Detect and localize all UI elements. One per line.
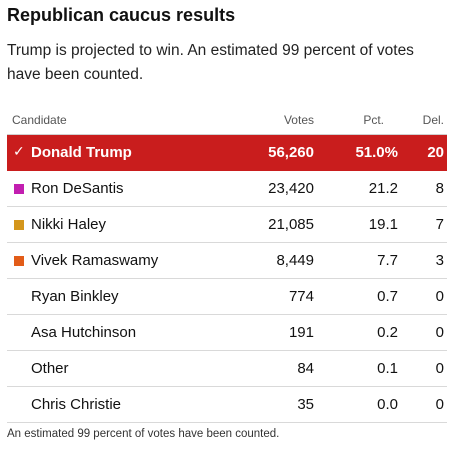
- candidate-pct: 21.2: [368, 180, 398, 197]
- table-row: Nikki Haley 21,085 19.1 7: [7, 207, 447, 243]
- candidate-name: Donald Trump: [31, 144, 132, 161]
- candidate-name: Nikki Haley: [31, 216, 107, 233]
- candidate-name: Asa Hutchinson: [31, 324, 137, 341]
- footnote: An estimated 99 percent of votes have be…: [7, 428, 280, 440]
- header-del: Del.: [422, 113, 444, 127]
- table-row: Asa Hutchinson 191 0.2 0: [7, 315, 447, 351]
- results-title: Republican caucus results: [7, 5, 236, 25]
- candidate-color-swatch: [14, 184, 24, 194]
- header-candidate: Candidate: [12, 113, 67, 127]
- candidate-pct: 0.2: [377, 324, 398, 341]
- candidate-delegates: 7: [435, 216, 444, 233]
- candidate-name: Ryan Binkley: [31, 288, 119, 305]
- candidate-name: Chris Christie: [31, 396, 122, 413]
- table-row: Ryan Binkley 774 0.7 0: [7, 279, 447, 315]
- candidate-pct: 0.0: [377, 396, 398, 413]
- candidate-name: Ron DeSantis: [31, 180, 124, 197]
- candidate-delegates: 20: [427, 144, 444, 161]
- table-row-winner: ✓ Donald Trump 56,260 51.0% 20: [7, 135, 447, 171]
- table-row: Ron DeSantis 23,420 21.2 8: [7, 171, 447, 207]
- header-pct: Pct.: [363, 113, 384, 127]
- candidate-delegates: 0: [435, 360, 444, 377]
- candidate-votes: 21,085: [268, 216, 314, 233]
- candidate-votes: 191: [288, 324, 314, 341]
- checkmark-icon: ✓: [13, 143, 25, 159]
- candidate-votes: 8,449: [276, 252, 314, 269]
- candidate-votes: 774: [288, 288, 314, 305]
- candidate-delegates: 0: [435, 396, 444, 413]
- candidate-delegates: 8: [435, 180, 444, 197]
- table-row: Vivek Ramaswamy 8,449 7.7 3: [7, 243, 447, 279]
- table-row: Other 84 0.1 0: [7, 351, 447, 387]
- candidate-votes: 23,420: [268, 180, 314, 197]
- candidate-votes: 56,260: [268, 144, 314, 161]
- candidate-color-swatch: [14, 256, 24, 266]
- candidate-votes: 35: [297, 396, 314, 413]
- candidate-pct: 7.7: [377, 252, 398, 269]
- candidate-pct: 0.7: [377, 288, 398, 305]
- header-votes: Votes: [283, 113, 314, 127]
- table-row: Chris Christie 35 0.0 0: [7, 387, 447, 423]
- candidate-pct: 0.1: [377, 360, 398, 377]
- candidate-color-swatch: [14, 220, 24, 230]
- candidate-delegates: 0: [435, 288, 444, 305]
- candidate-name: Other: [31, 360, 69, 377]
- candidate-name: Vivek Ramaswamy: [31, 252, 159, 269]
- candidate-pct: 51.0%: [355, 144, 398, 161]
- candidate-delegates: 0: [435, 324, 444, 341]
- candidate-votes: 84: [297, 360, 314, 377]
- candidate-pct: 19.1: [368, 216, 398, 233]
- results-subtitle: Trump is projected to win. An estimated …: [7, 42, 414, 83]
- candidate-delegates: 3: [435, 252, 444, 269]
- results-table: Candidate Votes Pct. Del. ✓ Donald Trump…: [7, 108, 447, 423]
- table-header: Candidate Votes Pct. Del.: [7, 108, 447, 135]
